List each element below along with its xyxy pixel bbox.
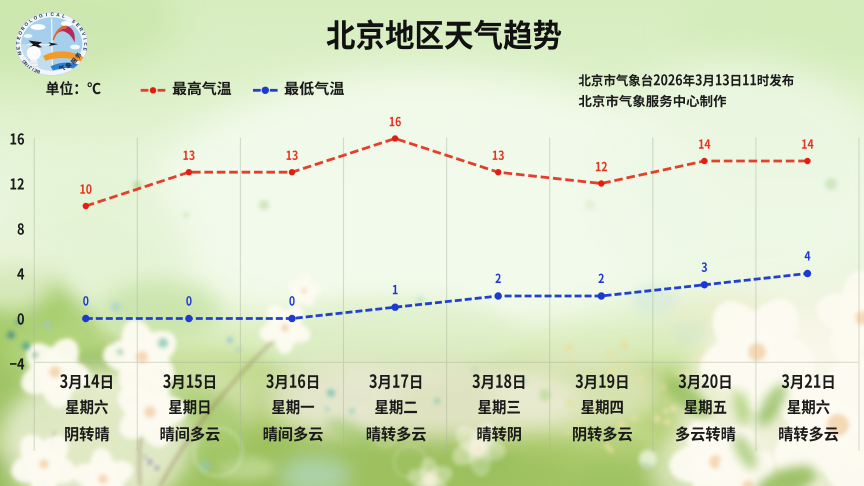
svg-text:I: I [45,12,47,17]
svg-text:M: M [17,50,23,55]
svg-text:E: E [75,22,81,28]
svg-text:R: R [78,27,84,33]
svg-text:G: G [38,13,43,19]
svg-text:L: L [61,13,66,19]
svg-text:E: E [82,47,87,51]
svg-text:R: R [20,25,26,31]
svg-text:B: B [35,68,41,74]
svg-text:C: C [83,42,88,46]
svg-text:T: T [15,41,20,44]
svg-text:N: N [23,61,29,67]
svg-text:E: E [33,68,38,74]
svg-text:G: G [21,58,27,64]
svg-text:E: E [16,36,22,40]
svg-text:V: V [81,32,87,37]
svg-text:S: S [71,19,77,25]
svg-text:I: I [82,38,87,40]
svg-text:J: J [28,65,33,71]
svg-text:L: L [28,18,33,24]
svg-text:O: O [17,30,23,36]
svg-text:E: E [16,46,21,50]
svg-text:C: C [50,12,54,17]
svg-text:O: O [23,21,29,27]
svg-text:I: I [26,64,30,68]
svg-text:O: O [33,15,39,21]
svg-text:A: A [56,12,61,18]
svg-text:I: I [31,67,35,72]
